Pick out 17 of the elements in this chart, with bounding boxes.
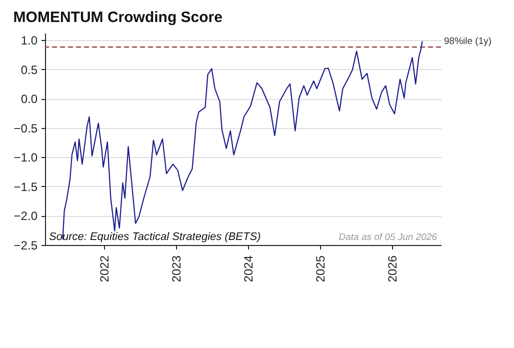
x-tick-label: 2026 xyxy=(385,255,400,282)
x-tick-label: 2023 xyxy=(170,255,184,282)
y-tick-label: −1.0 xyxy=(14,150,38,165)
y-tick-label: 0.0 xyxy=(20,92,38,106)
y-tick-label: −0.5 xyxy=(14,121,38,136)
y-tick-label: 0.5 xyxy=(20,62,38,77)
chart-title: MOMENTUM Crowding Score xyxy=(13,9,222,26)
x-tick-label: 2022 xyxy=(98,255,112,282)
y-tick-label: −2.0 xyxy=(14,209,38,224)
y-tick-label: 1.0 xyxy=(20,34,38,48)
y-tick-label: −1.5 xyxy=(14,180,38,194)
x-tick-label: 2025 xyxy=(313,255,328,282)
ref-line-label: 98%ile (1y) xyxy=(444,36,492,48)
annotation: Data as of 05 Jun 2026 xyxy=(338,232,438,243)
y-tick-label: −2.5 xyxy=(14,238,38,252)
x-tick-label: 2024 xyxy=(241,255,256,282)
annotation: Source: Equities Tactical Strategies (BETS) xyxy=(49,231,262,243)
